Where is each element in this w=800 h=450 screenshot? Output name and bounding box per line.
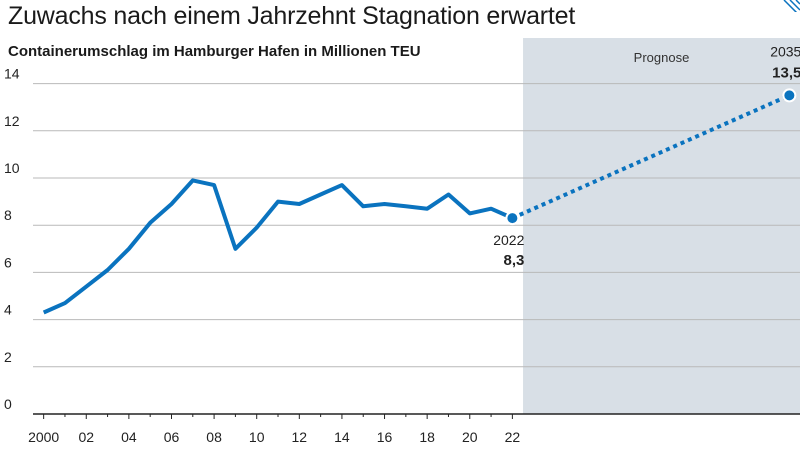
annotation-year: 2035 [770, 43, 800, 59]
y-tick-label: 0 [4, 396, 12, 412]
corner-stripe [789, 0, 800, 11]
x-tick-label: 16 [377, 429, 393, 445]
y-tick-label: 6 [4, 254, 12, 270]
annotation-value: 8,3 [504, 252, 525, 269]
x-tick-label: 14 [334, 429, 350, 445]
corner-stripe [795, 0, 800, 5]
annotation-marker [505, 211, 520, 226]
chart-title: Zuwachs nach einem Jahrzehnt Stagnation … [8, 2, 576, 30]
y-tick-label: 10 [4, 160, 20, 176]
x-tick-label: 2000 [28, 429, 59, 445]
x-tick-label: 20 [462, 429, 478, 445]
forecast-region [523, 38, 800, 414]
annotation-year: 2022 [493, 232, 524, 248]
y-tick-label: 4 [4, 302, 12, 318]
annotation-marker [782, 88, 797, 103]
forecast-label: Prognose [634, 50, 690, 65]
x-tick-label: 18 [419, 429, 435, 445]
x-tick-label: 10 [249, 429, 265, 445]
x-tick-label: 02 [78, 429, 94, 445]
annotation-value: 13,5 [772, 64, 800, 81]
x-tick-label: 04 [121, 429, 137, 445]
y-tick-label: 2 [4, 349, 12, 365]
y-tick-label: 14 [4, 66, 20, 82]
x-tick-label: 12 [292, 429, 308, 445]
y-tick-label: 12 [4, 113, 20, 129]
x-tick-label: 08 [206, 429, 222, 445]
x-tick-label: 22 [505, 429, 521, 445]
corner-mark-icon [783, 0, 800, 12]
corner-stripe [783, 0, 798, 12]
chart-subtitle: Containerumschlag im Hamburger Hafen in … [8, 43, 421, 60]
forecast-line [511, 93, 791, 220]
x-tick-label: 06 [164, 429, 180, 445]
y-tick-label: 8 [4, 207, 12, 223]
history-line [42, 178, 514, 315]
